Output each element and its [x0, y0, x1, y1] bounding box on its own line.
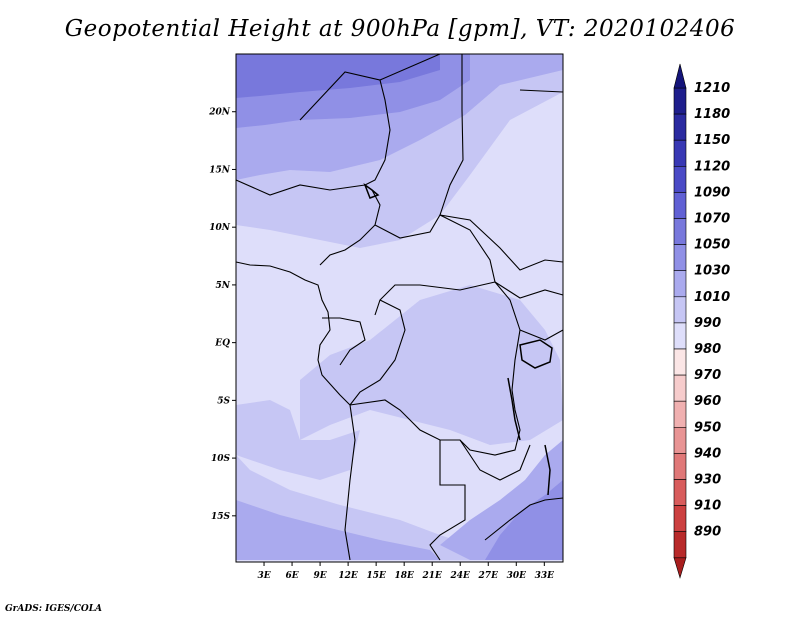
border-chad-libya — [364, 79, 391, 186]
colorbar-swatch-1070 — [673, 218, 687, 245]
colorbar-label: 1120 — [694, 159, 730, 174]
lake-tanganyika — [507, 377, 521, 441]
colorbar-swatch-890 — [673, 531, 687, 559]
lat-tick-label: 5S — [217, 396, 230, 406]
border-congo-drc — [349, 299, 406, 406]
colorbar-swatch-930 — [673, 479, 687, 506]
colorbar-swatch-940 — [673, 453, 687, 480]
colorbar-label: 1030 — [694, 264, 730, 279]
chart-title: Geopotential Height at 900hPa [gpm], VT:… — [64, 16, 736, 42]
field-band-1090-north — [236, 54, 440, 98]
colorbar-label: 930 — [694, 473, 721, 488]
border-mozambique — [484, 497, 564, 541]
lon-tick-label: 6E — [285, 571, 298, 581]
border-sahel-north — [299, 53, 441, 121]
border-angola — [344, 404, 356, 561]
colorbar-swatch-1010 — [673, 296, 687, 324]
colorbar-swatch-990 — [673, 322, 687, 350]
colorbar-label: 1150 — [694, 133, 730, 148]
lon-axis: 3E 6E 9E 12E 15E 18E 21E 24E 27E 30E 33E — [257, 562, 554, 581]
border-sudan-southsudan — [439, 214, 564, 271]
lat-tick-label: 15N — [209, 165, 231, 175]
border-angola-zambia — [429, 440, 466, 561]
lat-tick-label: 20N — [208, 108, 231, 118]
country-borders — [235, 53, 564, 561]
lon-tick-label: 12E — [338, 571, 358, 581]
colorbar-swatch-1050 — [673, 244, 687, 272]
colorbar-swatch-1180 — [673, 113, 687, 141]
colorbar-swatch-950 — [673, 426, 687, 454]
colorbar-swatch-960 — [673, 400, 687, 428]
lat-tick-label: 10N — [209, 223, 231, 233]
colorbar-label: 960 — [694, 394, 721, 409]
border-drc-east — [349, 281, 521, 456]
colorbar-label: 1210 — [694, 81, 730, 96]
lakes — [363, 182, 553, 496]
colorbar-bottom-arrow — [673, 557, 687, 579]
lat-tick-label: 5N — [216, 281, 231, 291]
colorbar-swatch-1210 — [673, 87, 687, 115]
lat-tick-label: EQ — [214, 339, 230, 349]
lon-tick-label: 3E — [257, 571, 270, 581]
lon-tick-label: 15E — [366, 571, 386, 581]
colorbar-top-arrow — [673, 63, 687, 89]
lake-malawi — [544, 444, 551, 496]
border-gabon — [322, 317, 366, 366]
field-band-1030-west — [236, 400, 360, 480]
lon-tick-label: 33E — [535, 571, 555, 581]
colorbar-label: 990 — [694, 316, 721, 331]
border-nigeria-cameroon — [319, 189, 381, 266]
border-car — [374, 214, 496, 316]
lon-tick-label: 9E — [314, 571, 327, 581]
colorbar-swatch-1030 — [673, 270, 687, 298]
colorbar-label: 1070 — [694, 212, 730, 227]
lat-tick-label: 10S — [211, 454, 231, 464]
height-field — [236, 54, 563, 560]
border-west-coast — [235, 261, 351, 406]
colorbar-label: 970 — [694, 368, 721, 383]
colorbar-label: 1050 — [694, 238, 730, 253]
colorbar-label: 950 — [694, 420, 721, 435]
border-south-sudan-east — [494, 281, 564, 299]
colorbar-swatch-980 — [673, 348, 687, 376]
map-frame — [235, 53, 564, 563]
lat-axis: 20N 15N 10N 5N EQ 5S 10S 15S — [208, 108, 236, 522]
lon-tick-label: 24E — [450, 571, 471, 581]
colorbar-label: 980 — [694, 342, 721, 357]
colorbar-swatch-1150 — [673, 139, 687, 167]
lon-tick-label: 21E — [422, 571, 443, 581]
border-niger-nigeria — [235, 179, 366, 196]
border-chad-sudan — [439, 54, 464, 216]
border-ethiopia — [519, 89, 564, 93]
colorbar-swatch-970 — [673, 374, 687, 402]
colorbar-label: 890 — [694, 525, 721, 540]
field-band-1050-southwest — [236, 500, 440, 560]
colorbar: 1210 1180 1150 1120 1090 1070 1050 1030 1010 990 9… — [673, 63, 730, 579]
field-band-1030-central — [300, 285, 563, 445]
grads-credit: GrADS: IGES/COLA — [5, 604, 103, 614]
colorbar-label: 1090 — [694, 185, 730, 200]
border-zambia-east — [459, 439, 531, 481]
colorbar-label: 1010 — [694, 290, 730, 305]
colorbar-swatch-910 — [673, 505, 687, 533]
lake-victoria — [519, 339, 553, 369]
lon-tick-label: 30E — [507, 571, 527, 581]
lat-tick-label: 15S — [211, 512, 231, 522]
lon-tick-label: 18E — [394, 571, 414, 581]
colorbar-label: 910 — [694, 499, 721, 514]
border-tanzania — [519, 329, 564, 341]
colorbar-swatch-1090 — [673, 192, 687, 219]
lon-tick-label: 27E — [478, 571, 499, 581]
colorbar-label: 1180 — [694, 107, 730, 122]
colorbar-label: 940 — [694, 446, 721, 461]
colorbar-swatch-1120 — [673, 166, 687, 193]
lake-chad — [363, 182, 380, 199]
